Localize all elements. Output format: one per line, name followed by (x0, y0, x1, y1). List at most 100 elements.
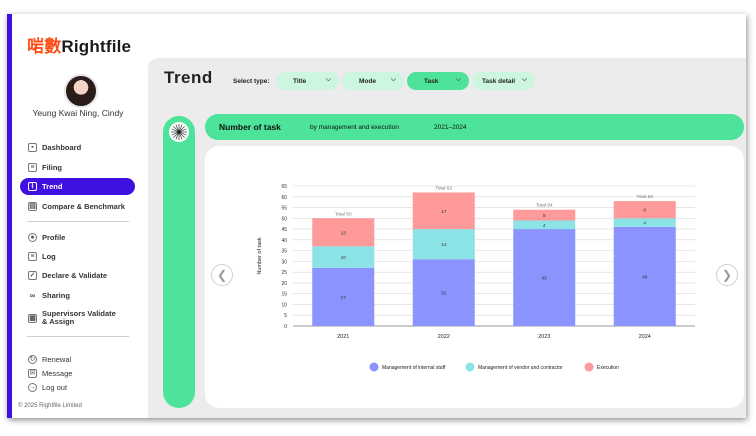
page-title: Trend (164, 68, 213, 87)
bar-segment (513, 220, 576, 230)
bar-value-label: 27 (341, 295, 347, 301)
bar-value-label: 4 (543, 223, 546, 229)
y-tick-label: 65 (281, 184, 287, 190)
chart-card: ❮ ❯ 0 5 10 15 20 25 30 35 40 45 50 55 60 65 Number of … (205, 146, 744, 408)
bar-value-label: 14 (441, 242, 447, 248)
chart-header: Number of task by management and executi… (205, 114, 744, 140)
y-tick-label: 25 (281, 270, 287, 276)
previous-chart-button[interactable]: ❮ (211, 264, 233, 286)
burst-icon[interactable] (169, 122, 189, 142)
sidebar-item-log[interactable]: ≡ Log (20, 248, 135, 265)
y-tick-label: 45 (281, 227, 287, 233)
filter-task-select[interactable]: Task ⌵ (407, 72, 469, 90)
filter-mode-select[interactable]: Mode ⌵ (342, 72, 404, 90)
bar-value-label: 45 (542, 276, 548, 282)
bar-value-label: 17 (441, 209, 447, 215)
sidebar-item-label: Trend (42, 182, 63, 191)
bar-segment (513, 209, 576, 221)
trend-icon: ⌇ (28, 182, 37, 191)
filter-label: Mode (359, 77, 376, 85)
y-tick-label: 0 (284, 324, 287, 330)
filter-label: Title (293, 77, 307, 85)
chevron-right-icon: ❯ (721, 268, 733, 282)
accent-bar (7, 14, 12, 418)
supervisor-icon: ▦ (28, 313, 37, 323)
brand-chinese: 啱數 (27, 37, 62, 56)
filing-icon: ≡ (28, 163, 37, 172)
y-tick-label: 50 (281, 216, 287, 222)
sidebar-item-logout[interactable]: → Log out (20, 379, 135, 396)
user-name: Yeung Kwai Ning, Cindy (32, 108, 124, 118)
bar-value-label: 10 (341, 255, 347, 261)
chevron-down-icon: ⌵ (521, 76, 527, 83)
sharing-icon: ∞ (29, 290, 36, 300)
main-panel: Trend Select type: Title ⌵ Mode ⌵ Task ⌵… (148, 58, 746, 418)
sidebar-item-filing[interactable]: ≡ Filing (20, 159, 135, 176)
sidebar-item-label: Dashboard (42, 143, 82, 152)
bar-segment (412, 192, 475, 230)
chevron-down-icon: ⌵ (455, 76, 461, 83)
y-tick-label: 30 (281, 259, 287, 265)
log-icon: ≡ (28, 252, 37, 261)
sidebar-item-trend[interactable]: ⌇ Trend (20, 178, 135, 195)
y-tick-label: 35 (281, 249, 287, 255)
dashboard-icon: ▪ (28, 143, 37, 152)
sidebar-item-label: Declare & Validate (42, 271, 108, 280)
next-chart-button[interactable]: ❯ (716, 264, 738, 286)
sidebar-item-compare[interactable]: ▤ Compare & Benchmark (20, 198, 135, 215)
chart-rail (163, 116, 195, 408)
app-window: 啱數Rightfile Yeung Kwai Ning, Cindy ▪ Das… (7, 14, 746, 418)
x-tick-label: 2022 (438, 334, 450, 340)
x-tick-label: 2024 (639, 334, 651, 340)
chevron-down-icon: ⌵ (390, 76, 396, 83)
bar-segment (613, 201, 676, 219)
sidebar-item-label: Renewal (42, 355, 72, 364)
chart-title: Number of task (219, 122, 281, 132)
sidebar-item-supervisors[interactable]: ▦ Supervisors Validate & Assign (20, 307, 135, 329)
logout-icon: → (28, 383, 37, 392)
sidebar-item-declare[interactable]: ✓ Declare & Validate (20, 267, 135, 284)
bar-value-label: 5 (543, 213, 546, 219)
x-tick-label: 2023 (538, 334, 550, 340)
chart-range: 2021–2024 (434, 124, 467, 131)
sidebar-item-label: Message (42, 369, 73, 378)
sidebar-item-sharing[interactable]: ∞ Sharing (20, 287, 135, 304)
copyright: © 2025 Rightfile Limited (18, 403, 82, 409)
brand-logo[interactable]: 啱數Rightfile (27, 32, 131, 57)
y-tick-label: 40 (281, 238, 287, 244)
avatar[interactable] (64, 74, 98, 108)
y-axis-label: Number of task (257, 237, 263, 275)
sidebar-item-message[interactable]: ✉ Message (20, 365, 135, 382)
bar-total-label: Total 62 (435, 185, 452, 191)
legend-label: Management of vendor and contractor (478, 365, 563, 371)
y-tick-label: 10 (281, 302, 287, 308)
filter-title-select[interactable]: Title ⌵ (276, 72, 339, 90)
declare-icon: ✓ (28, 271, 37, 280)
legend-label: Management of internal staff (382, 365, 446, 371)
y-tick-label: 60 (281, 195, 287, 201)
bar-segment (613, 218, 676, 227)
sidebar-item-label: Sharing (42, 291, 70, 300)
bar-value-label: 46 (642, 274, 648, 280)
sidebar-item-profile[interactable]: ● Profile (20, 229, 135, 246)
renewal-icon: ↻ (28, 355, 37, 364)
sidebar-item-renewal[interactable]: ↻ Renewal (20, 351, 135, 368)
legend-swatch (584, 362, 594, 372)
bar-total-label: Total 60 (636, 194, 653, 200)
sidebar-divider (27, 336, 129, 337)
sidebar-divider (27, 221, 129, 222)
x-tick-label: 2021 (337, 334, 349, 340)
compare-icon: ▤ (28, 202, 37, 211)
select-type-label: Select type: (233, 78, 270, 85)
sidebar-item-dashboard[interactable]: ▪ Dashboard (20, 139, 135, 156)
filter-task-detail-select[interactable]: Task detail ⌵ (472, 72, 535, 90)
bar-total-label: Total 54 (536, 203, 553, 209)
filter-label: Task (424, 77, 439, 85)
y-tick-label: 15 (281, 292, 287, 298)
bar-segment (513, 229, 576, 326)
legend-label: Execution (597, 365, 619, 371)
legend-swatch (369, 362, 379, 372)
brand-name: Rightfile (61, 37, 132, 56)
bar-value-label: 4 (643, 221, 646, 227)
